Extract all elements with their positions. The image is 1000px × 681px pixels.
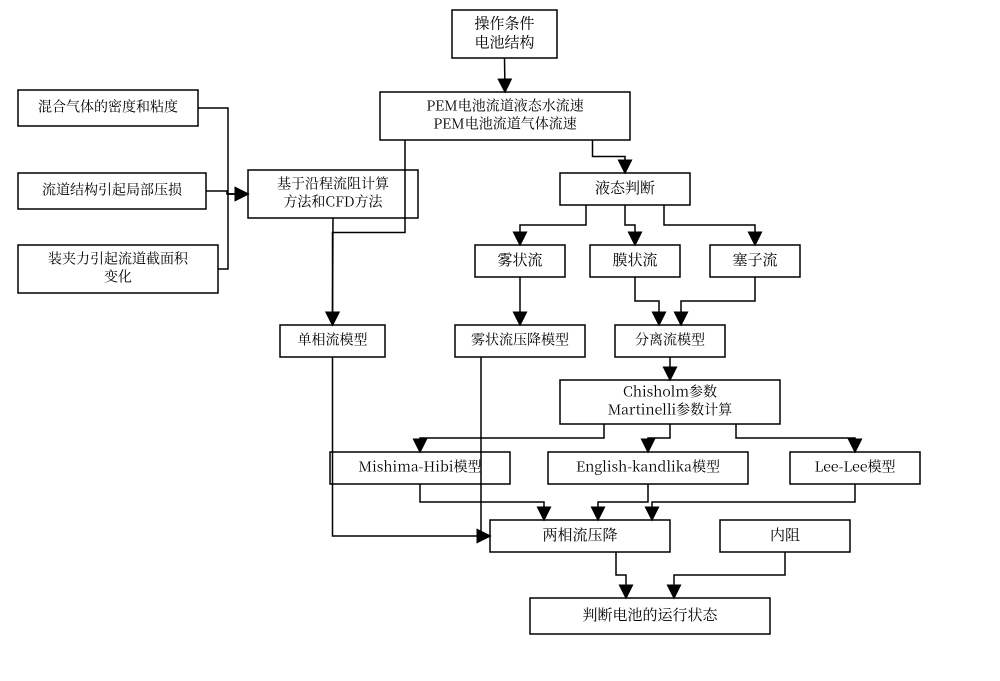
node-label: 流道结构引起局部压损 bbox=[42, 180, 182, 200]
node-label: 单相流模型 bbox=[298, 330, 368, 350]
edge-n_mistdp-n_2ph bbox=[481, 357, 490, 536]
edge-n_chis-n_mish bbox=[420, 424, 604, 452]
edge-n_lee-n_2ph bbox=[652, 484, 855, 520]
node-n_cfd: 基于沿程流阻计算方法和CFD方法 bbox=[248, 170, 418, 218]
node-label: Lee-Lee模型 bbox=[815, 457, 896, 477]
node-label: 基于沿程流阻计算 bbox=[277, 174, 389, 194]
edge-n_pem-n_single bbox=[333, 140, 406, 325]
node-label: 变化 bbox=[104, 267, 132, 287]
node-n_ir: 内阻 bbox=[720, 520, 850, 552]
node-n_single: 单相流模型 bbox=[280, 325, 385, 357]
node-label: 方法和CFD方法 bbox=[283, 192, 383, 212]
node-n_lee: Lee-Lee模型 bbox=[790, 452, 920, 484]
edge-n_engl-n_2ph bbox=[598, 484, 648, 520]
node-label: 雾状流 bbox=[497, 249, 542, 270]
node-label: PEM电池流道液态水流速 bbox=[426, 96, 584, 116]
edge-n_op-n_pem bbox=[505, 58, 506, 92]
edge-n_2ph-n_judge bbox=[616, 552, 626, 598]
node-label: 内阻 bbox=[770, 524, 800, 545]
node-n_op: 操作条件电池结构 bbox=[452, 10, 557, 58]
edge-n_mish-n_2ph bbox=[420, 484, 544, 520]
node-label: 雾状流压降模型 bbox=[471, 330, 569, 350]
node-label: 混合气体的密度和粘度 bbox=[38, 97, 178, 117]
node-label: 液态判断 bbox=[595, 177, 655, 198]
edge-n_film-n_sep bbox=[635, 277, 659, 325]
node-n_2ph: 两相流压降 bbox=[490, 520, 670, 552]
node-n_struct: 流道结构引起局部压损 bbox=[18, 173, 206, 209]
node-n_liquid: 液态判断 bbox=[560, 173, 690, 205]
node-n_plug: 塞子流 bbox=[710, 245, 800, 277]
edge-n_liquid-n_mist bbox=[520, 205, 586, 245]
edge-n_chis-n_engl bbox=[648, 424, 670, 452]
node-label: 膜状流 bbox=[612, 249, 657, 270]
node-label: 两相流压降 bbox=[542, 524, 617, 545]
node-label: 分离流模型 bbox=[635, 330, 705, 350]
node-label: 装夹力引起流道截面积 bbox=[48, 249, 189, 269]
node-label: 塞子流 bbox=[732, 249, 777, 270]
edge-n_ir-n_judge bbox=[674, 552, 785, 598]
edge-n_cfd-n_single bbox=[333, 218, 334, 325]
node-n_clamp: 装夹力引起流道截面积变化 bbox=[18, 245, 218, 293]
node-label: Chisholm参数 bbox=[623, 382, 717, 402]
node-n_mish: Mishima-Hibi模型 bbox=[330, 452, 510, 484]
node-n_pem: PEM电池流道液态水流速PEM电池流道气体流速 bbox=[380, 92, 630, 140]
edge-n_single-n_2ph bbox=[333, 357, 491, 536]
node-n_dens: 混合气体的密度和粘度 bbox=[18, 90, 198, 126]
node-n_judge: 判断电池的运行状态 bbox=[530, 598, 770, 634]
node-label: 操作条件 bbox=[474, 12, 534, 33]
edge-n_liquid-n_film bbox=[625, 205, 635, 245]
node-n_mistdp: 雾状流压降模型 bbox=[455, 325, 585, 357]
node-label: 判断电池的运行状态 bbox=[582, 604, 718, 625]
edge-n_pem-n_liquid bbox=[593, 140, 626, 173]
edge-n_plug-n_sep bbox=[681, 277, 755, 325]
node-n_engl: English-kandlika模型 bbox=[548, 452, 748, 484]
node-label: Martinelli参数计算 bbox=[608, 400, 732, 420]
edge-n_liquid-n_plug bbox=[664, 205, 755, 245]
node-n_sep: 分离流模型 bbox=[615, 325, 725, 357]
node-n_mist: 雾状流 bbox=[475, 245, 565, 277]
node-n_film: 膜状流 bbox=[590, 245, 680, 277]
node-label: English-kandlika模型 bbox=[576, 457, 720, 477]
node-label: Mishima-Hibi模型 bbox=[358, 457, 481, 477]
edge-n_clamp-n_cfd bbox=[218, 194, 248, 269]
edge-n_chis-n_lee bbox=[736, 424, 855, 452]
node-n_chis: Chisholm参数Martinelli参数计算 bbox=[560, 380, 780, 424]
node-label: PEM电池流道气体流速 bbox=[433, 114, 577, 134]
node-label: 电池结构 bbox=[474, 31, 534, 52]
